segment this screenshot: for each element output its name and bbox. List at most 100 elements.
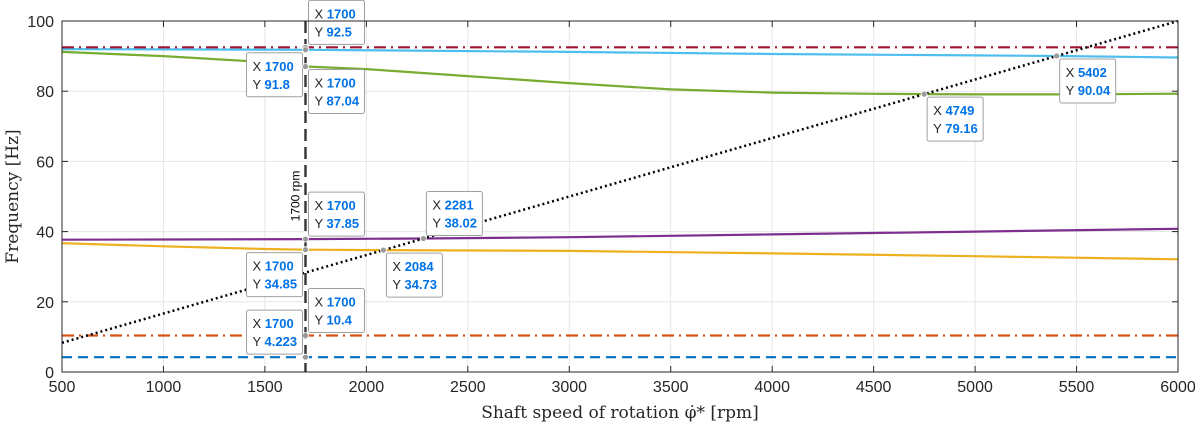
datatip-x-value: 2281 [445,198,474,213]
datatip-marker [302,63,309,70]
x-tick-label: 2500 [450,379,486,396]
datatip-box [425,191,483,237]
datatip-marker [302,246,309,254]
datatip-marker [1053,52,1061,60]
y-tick-label: 60 [36,154,54,171]
datatip-box [307,287,365,333]
datatip-marker [380,246,387,254]
datatip-x-key: X 5402 [1066,65,1107,80]
datatip-y-value: 10.4 [327,312,353,327]
datatip-x-key: X 1700 [314,6,355,21]
datatip: X 1700 Y 92.5 [302,0,365,51]
x-tick-label: 500 [49,379,76,396]
series-line-1 [61,227,1179,241]
datatip-box [926,96,984,142]
datatip: X 2281 Y 38.02 [419,191,483,242]
datatip-y-value: 34.73 [404,277,437,292]
x-tick-label: 4000 [754,379,790,396]
series-line-4 [61,48,1179,59]
datatip-x-value: 4749 [945,103,974,118]
x-tick-label: 1000 [146,379,182,396]
datatip-x-value: 5402 [1078,65,1107,80]
datatip-y-key: Y 34.85 [252,277,297,292]
datatip-y-key: Y 4.223 [252,334,297,349]
datatip-y-value: 92.5 [327,24,352,39]
x-axis-label: Shaft speed of rotation φ̇* [rpm] [481,403,759,423]
datatip-x-value: 1700 [265,59,294,74]
datatip-y-value: 79.16 [945,121,978,136]
grid [61,20,1179,373]
datatip-marker [920,90,928,98]
datatip-y-key: Y 90.04 [1066,83,1111,98]
x-tick-label: 2000 [349,379,385,396]
series-lines [61,19,1179,359]
datatip-y-value: 87.04 [327,93,360,108]
plot-frame [61,20,1179,373]
datatip-x-value: 1700 [265,316,294,331]
datatip-marker [302,332,309,339]
datatip: X 1700 Y 37.85 [302,191,365,243]
series-line-3 [61,50,1179,96]
x-tick-label: 5000 [957,379,993,396]
y-tick-label: 40 [36,225,54,242]
datatip-y-value: 37.85 [327,216,360,231]
datatip-marker [302,46,309,54]
datatip-x-key: X 1700 [252,259,293,274]
y-axis-label: Frequency [Hz] [3,129,23,263]
datatip-x-key: X 2281 [432,198,473,213]
datatip-x-key: X 2084 [392,259,434,274]
datatip-x-value: 1700 [327,294,356,309]
datatip-y-value: 4.223 [265,334,298,349]
datatip: X 5402 Y 90.04 [1053,52,1117,104]
datatip: X 1700 Y 87.04 [302,63,365,114]
datatip-x-key: X 1700 [314,294,355,309]
datatip-y-key: Y 37.85 [314,216,359,231]
datatip-x-value: 1700 [327,198,356,213]
x-tick-label: 3500 [653,379,689,396]
datatip-box [307,0,365,45]
x-tick-label: 1500 [247,379,283,396]
datatip-box [385,252,443,298]
y-tick-label: 100 [27,14,54,31]
datatip-x-key: X 1700 [314,75,355,90]
datatip-y-key: Y 38.02 [432,216,477,231]
datatip-box [245,52,303,98]
y-tick-label: 80 [36,84,54,101]
vertical-marker: 1700 rpm [288,21,307,372]
x-tick-label: 5500 [1059,379,1095,396]
datatip-x-value: 1700 [327,6,356,21]
y-tick-label: 20 [36,295,54,312]
datatip-y-value: 34.85 [265,277,298,292]
datatip-marker [419,235,427,242]
x-tick-label: 6000 [1160,379,1196,396]
datatip-x-value: 1700 [327,75,356,90]
series-line-2 [61,242,1179,261]
datatip: X 2084 Y 34.73 [380,246,443,298]
vertical-marker-label: 1700 rpm [288,171,302,222]
datatip-y-value: 91.8 [265,77,290,92]
datatip: X 1700 Y 10.4 [302,287,365,339]
x-tick-label: 3000 [551,379,587,396]
datatip-x-value: 1700 [265,259,294,274]
x-tick-label: 4500 [856,379,892,396]
datatip-box [1059,58,1117,104]
datatip-marker [302,235,309,243]
datatip-box [245,252,303,298]
datatip-y-key: Y 91.8 [252,77,289,92]
datatip-x-key: X 4749 [933,103,974,118]
axes: 500 1000 1500 2000 2500 3000 3500 4000 4500 5000 5… [27,14,1196,396]
datatip-y-key: Y 92.5 [314,24,351,39]
datatip: X 1700 Y 4.223 [245,309,309,361]
datatip: X 4749 Y 79.16 [920,90,984,142]
datatip-marker [302,353,309,361]
datatip-x-key: X 1700 [252,316,293,331]
y-tick-label: 0 [45,365,54,382]
datatip: X 1700 Y 91.8 [245,46,309,98]
datatip-x-value: 2084 [405,259,435,274]
datatip-x-key: X 1700 [314,198,355,213]
datatip-box [307,68,365,114]
series-line-8 [61,19,1179,345]
datatip-y-value: 38.02 [444,216,477,231]
datatip-y-key: Y 79.16 [933,121,978,136]
